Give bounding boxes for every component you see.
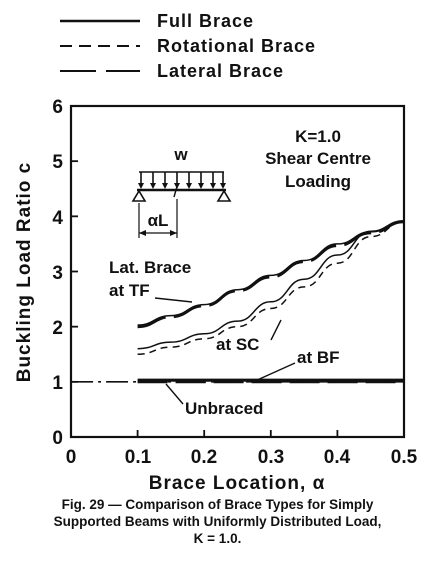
legend-lateral-brace-label: Lateral Brace — [157, 61, 284, 81]
tf-label-leader — [154, 297, 193, 303]
tf-curve-label-line1: Lat. Brace — [109, 258, 191, 277]
y-tick-labels: 0 1 2 3 4 5 6 — [52, 97, 63, 449]
x-tick-label: 0.1 — [125, 447, 152, 468]
inset-dim-arrow-left — [139, 230, 146, 236]
y-tick-label: 3 — [52, 263, 63, 284]
inset-brace-mark — [173, 182, 179, 198]
x-axis-title: Brace Location, α — [149, 473, 326, 494]
legend: Full Brace Rotational Brace Lateral Brac… — [60, 11, 316, 81]
inset-left-support — [131, 189, 147, 202]
y-tick-label: 5 — [52, 152, 63, 173]
series-line-solid-at-sc — [137, 219, 405, 350]
y-tick-label: 4 — [52, 208, 63, 229]
caption-line2: Supported Beams with Uniformly Distribut… — [53, 514, 382, 529]
loading-type-line2: Loading — [285, 172, 351, 191]
tf-curve-label-line2: at TF — [109, 281, 150, 300]
x-tick-label: 0.3 — [258, 447, 284, 468]
x-tick-label: 0.2 — [191, 447, 217, 468]
x-tick-labels: 0 0.1 0.2 0.3 0.4 0.5 — [66, 447, 418, 468]
caption-line3: K = 1.0. — [193, 531, 242, 546]
legend-full-brace-label: Full Brace — [157, 11, 254, 31]
y-tick-label: 0 — [52, 428, 63, 449]
caption-line1: Fig. 29 — Comparison of Brace Types for … — [61, 497, 374, 512]
bf-curve-label: at BF — [297, 348, 340, 367]
unbraced-label-leader — [165, 383, 184, 405]
figure-caption: Fig. 29 — Comparison of Brace Types for … — [0, 496, 435, 547]
series-line-dashed-at-sc — [137, 221, 405, 356]
inset-dimension-label: αL — [148, 211, 169, 230]
legend-rotational-brace-label: Rotational Brace — [157, 36, 316, 56]
bf-label-leader — [254, 362, 296, 382]
x-tick-label: 0 — [66, 447, 77, 468]
sc-curve-label: at SC — [216, 335, 259, 354]
unbraced-label: Unbraced — [185, 399, 263, 418]
inset-right-support — [216, 189, 232, 202]
x-tick-label: 0.4 — [324, 447, 351, 468]
x-tick-label: 0.5 — [391, 447, 418, 468]
beam-inset-diagram: w αL — [131, 145, 232, 238]
inset-load-arrows — [138, 172, 226, 189]
k-value-label: K=1.0 — [295, 127, 341, 146]
inset-dim-arrow-right — [170, 230, 177, 236]
inset-load-label: w — [173, 145, 188, 164]
loading-type-line1: Shear Centre — [265, 149, 371, 168]
y-axis-title: Buckling Load Ratio c — [14, 162, 35, 383]
y-tick-label: 1 — [52, 373, 63, 394]
series-group — [71, 219, 405, 384]
sc-label-leader — [270, 319, 282, 341]
y-tick-label: 2 — [52, 318, 63, 339]
chart-area: Full Brace Rotational Brace Lateral Brac… — [14, 11, 418, 494]
y-tick-label: 6 — [52, 97, 63, 118]
